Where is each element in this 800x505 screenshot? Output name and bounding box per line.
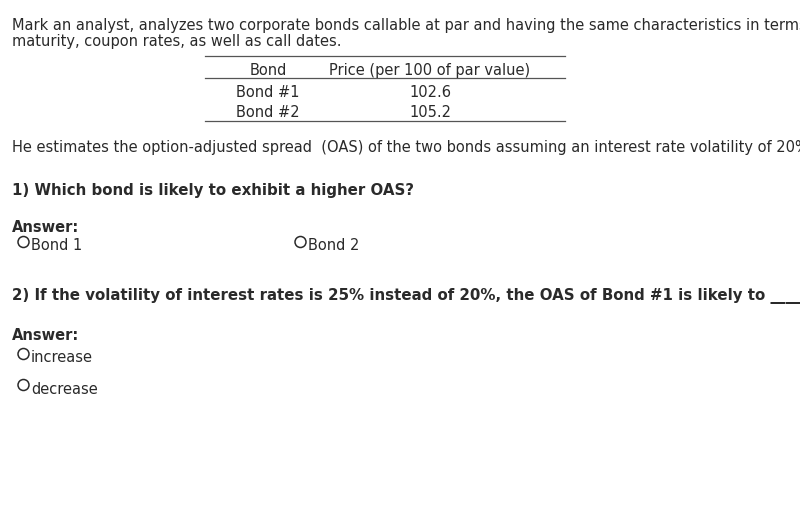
Text: Mark an analyst, analyzes two corporate bonds callable at par and having the sam: Mark an analyst, analyzes two corporate … (12, 18, 800, 33)
Text: 2) If the volatility of interest rates is 25% instead of 20%, the OAS of Bond #1: 2) If the volatility of interest rates i… (12, 287, 800, 304)
Text: increase: increase (31, 350, 93, 365)
Text: Bond 2: Bond 2 (308, 238, 359, 253)
Text: Bond 1: Bond 1 (31, 238, 82, 253)
Text: 1) Which bond is likely to exhibit a higher OAS?: 1) Which bond is likely to exhibit a hig… (12, 183, 414, 197)
Text: Answer:: Answer: (12, 220, 79, 234)
Text: Bond #2: Bond #2 (236, 105, 300, 120)
Text: Bond: Bond (250, 63, 286, 78)
Text: Price (per 100 of par value): Price (per 100 of par value) (330, 63, 530, 78)
Text: Answer:: Answer: (12, 327, 79, 342)
Text: He estimates the option-adjusted spread  (OAS) of the two bonds assuming an inte: He estimates the option-adjusted spread … (12, 140, 800, 155)
Text: 105.2: 105.2 (409, 105, 451, 120)
Text: Bond #1: Bond #1 (236, 85, 300, 100)
Text: maturity, coupon rates, as well as call dates.: maturity, coupon rates, as well as call … (12, 34, 342, 49)
Text: 102.6: 102.6 (409, 85, 451, 100)
Text: decrease: decrease (31, 381, 98, 396)
